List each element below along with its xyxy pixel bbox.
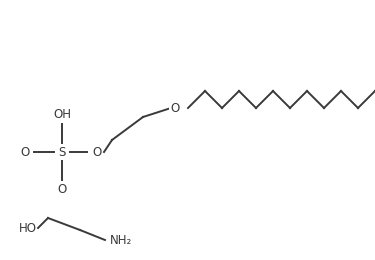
Text: OH: OH bbox=[53, 108, 71, 121]
Text: HO: HO bbox=[19, 222, 37, 235]
Text: NH₂: NH₂ bbox=[110, 233, 132, 246]
Text: O: O bbox=[170, 101, 180, 114]
Text: O: O bbox=[57, 183, 67, 196]
Text: O: O bbox=[21, 146, 30, 159]
Text: S: S bbox=[58, 146, 66, 159]
Text: O: O bbox=[92, 146, 101, 159]
